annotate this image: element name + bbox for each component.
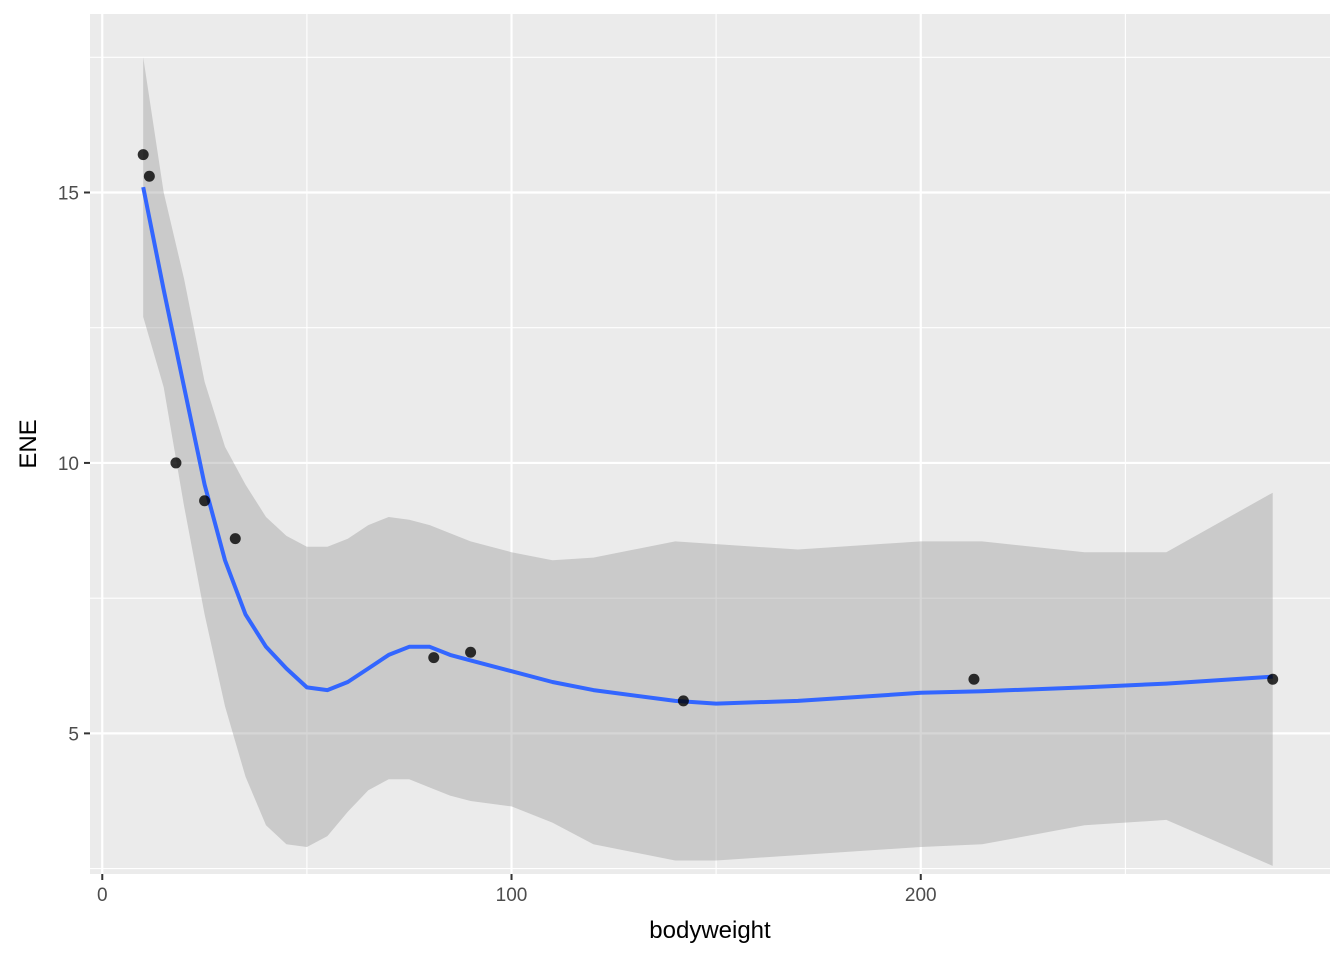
data-point (138, 149, 149, 160)
x-tick-label: 100 (496, 885, 528, 906)
y-tick-label: 15 (58, 183, 79, 204)
data-point (170, 457, 181, 468)
y-tick-label: 10 (58, 454, 79, 475)
y-tick-label: 5 (68, 724, 79, 745)
x-axis-title: bodyweight (649, 917, 771, 944)
data-point (678, 695, 689, 706)
data-point (144, 171, 155, 182)
data-point (968, 674, 979, 685)
data-point (1267, 674, 1278, 685)
data-point (428, 652, 439, 663)
data-point (199, 495, 210, 506)
data-point (465, 647, 476, 658)
x-tick-label: 0 (97, 885, 108, 906)
y-axis-ticks: 5 10 15 (58, 183, 90, 745)
data-point (230, 533, 241, 544)
x-axis-ticks: 0 100 200 (97, 874, 937, 906)
y-axis-title: ENE (15, 419, 42, 468)
x-tick-label: 200 (905, 885, 937, 906)
